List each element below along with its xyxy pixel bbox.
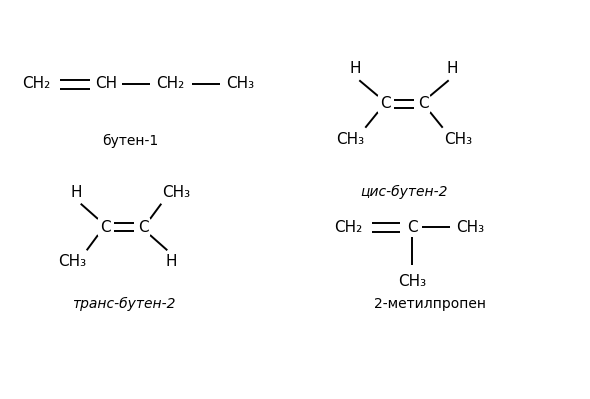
Text: C: C bbox=[407, 219, 417, 235]
Text: CH₃: CH₃ bbox=[58, 254, 86, 269]
Text: CH₃: CH₃ bbox=[398, 275, 426, 290]
Text: цис-бутен-2: цис-бутен-2 bbox=[360, 185, 448, 199]
Text: CH₃: CH₃ bbox=[336, 132, 365, 147]
Text: CH: CH bbox=[95, 77, 117, 91]
Text: C: C bbox=[418, 97, 428, 111]
Text: 2-метилпропен: 2-метилпропен bbox=[374, 297, 486, 311]
Text: CH₃: CH₃ bbox=[456, 219, 484, 235]
Text: H: H bbox=[349, 61, 361, 76]
Text: CH₂: CH₂ bbox=[22, 77, 50, 91]
Text: бутен-1: бутен-1 bbox=[102, 134, 158, 148]
Text: H: H bbox=[447, 61, 458, 76]
Text: CH₃: CH₃ bbox=[162, 185, 191, 200]
Text: C: C bbox=[380, 97, 391, 111]
Text: C: C bbox=[100, 219, 110, 235]
Text: CH₃: CH₃ bbox=[444, 132, 472, 147]
Text: CH₂: CH₂ bbox=[334, 219, 362, 235]
Text: H: H bbox=[166, 254, 177, 269]
Text: CH₃: CH₃ bbox=[226, 77, 254, 91]
Text: CH₂: CH₂ bbox=[156, 77, 184, 91]
Text: транс-бутен-2: транс-бутен-2 bbox=[72, 297, 176, 311]
Text: C: C bbox=[137, 219, 148, 235]
Text: H: H bbox=[71, 185, 83, 200]
